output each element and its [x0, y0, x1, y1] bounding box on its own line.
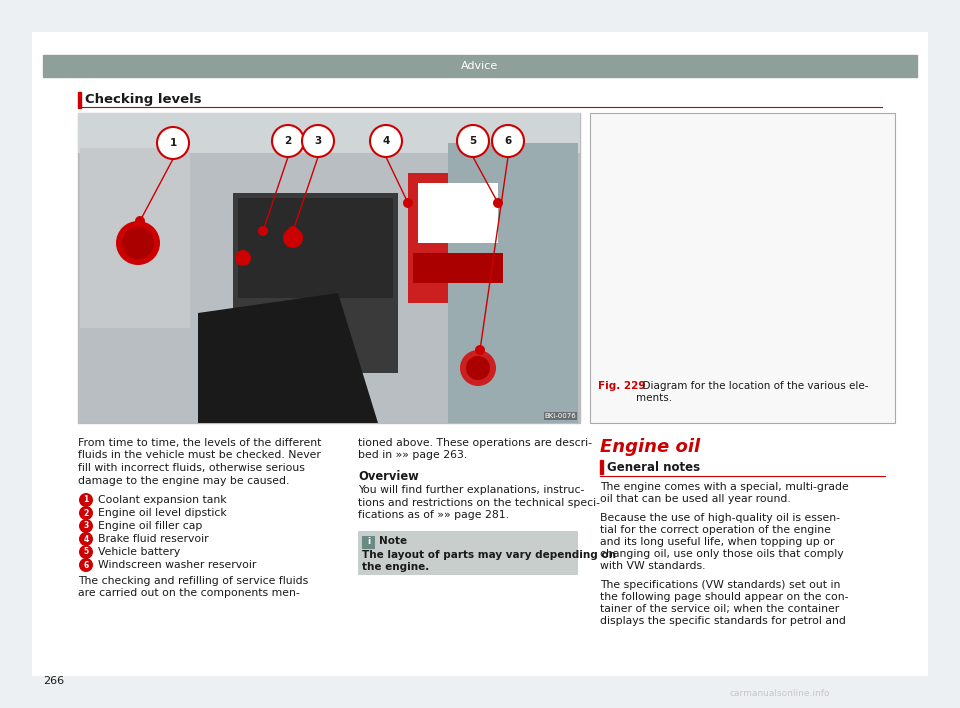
Text: Vehicle battery: Vehicle battery — [98, 547, 180, 557]
Text: Because the use of high-quality oil is essen-: Because the use of high-quality oil is e… — [600, 513, 840, 523]
Text: 2: 2 — [284, 136, 292, 146]
Text: 2: 2 — [84, 508, 88, 518]
Circle shape — [122, 227, 154, 259]
Text: carmanualsonline.info: carmanualsonline.info — [730, 690, 830, 699]
Circle shape — [493, 198, 503, 208]
Circle shape — [403, 198, 413, 208]
Text: From time to time, the levels of the different: From time to time, the levels of the dif… — [78, 438, 322, 448]
Circle shape — [79, 545, 93, 559]
Text: The specifications (VW standards) set out in: The specifications (VW standards) set ou… — [600, 580, 840, 590]
Text: oil that can be used all year round.: oil that can be used all year round. — [600, 494, 791, 504]
Circle shape — [370, 125, 402, 157]
Text: Engine oil filler cap: Engine oil filler cap — [98, 521, 203, 531]
Polygon shape — [198, 293, 378, 423]
Bar — [358, 530, 578, 574]
Text: BKI-0076: BKI-0076 — [544, 413, 576, 419]
Circle shape — [79, 493, 93, 507]
Circle shape — [116, 221, 160, 265]
Bar — [238, 198, 393, 298]
Text: 266: 266 — [43, 676, 64, 686]
Bar — [80, 148, 190, 328]
Circle shape — [302, 125, 334, 157]
Text: the engine.: the engine. — [362, 561, 429, 571]
Circle shape — [288, 226, 298, 236]
Circle shape — [79, 506, 93, 520]
Bar — [448, 143, 578, 423]
Circle shape — [460, 350, 496, 386]
Text: Overview: Overview — [358, 470, 419, 483]
Bar — [408, 173, 538, 303]
Text: Brake fluid reservoir: Brake fluid reservoir — [98, 534, 208, 544]
Text: are carried out on the components men-: are carried out on the components men- — [78, 588, 300, 598]
Circle shape — [492, 125, 524, 157]
Text: Note: Note — [379, 535, 407, 545]
Text: 3: 3 — [314, 136, 322, 146]
Text: 6: 6 — [504, 136, 512, 146]
Circle shape — [272, 125, 304, 157]
Text: General notes: General notes — [607, 461, 700, 474]
Polygon shape — [78, 113, 580, 153]
Bar — [362, 535, 375, 549]
Circle shape — [457, 125, 489, 157]
Text: 4: 4 — [382, 136, 390, 146]
Circle shape — [157, 127, 189, 159]
Bar — [600, 460, 603, 474]
Text: 4: 4 — [84, 535, 88, 544]
Text: Fig. 229: Fig. 229 — [598, 381, 645, 391]
Text: 3: 3 — [84, 522, 88, 530]
Bar — [418, 183, 498, 243]
Text: displays the specific standards for petrol and: displays the specific standards for petr… — [600, 616, 846, 626]
Text: You will find further explanations, instruc-: You will find further explanations, inst… — [358, 485, 585, 495]
Circle shape — [135, 216, 145, 226]
Text: Diagram for the location of the various ele-
ments.: Diagram for the location of the various … — [636, 381, 869, 403]
Circle shape — [466, 356, 490, 380]
Text: with VW standards.: with VW standards. — [600, 561, 706, 571]
Circle shape — [475, 345, 485, 355]
Text: bed in »» page 263.: bed in »» page 263. — [358, 450, 468, 460]
Circle shape — [235, 250, 251, 266]
Text: i: i — [367, 537, 370, 547]
Text: fill with incorrect fluids, otherwise serious: fill with incorrect fluids, otherwise se… — [78, 463, 305, 473]
Text: The engine comes with a special, multi-grade: The engine comes with a special, multi-g… — [600, 482, 849, 492]
Bar — [78, 113, 580, 423]
Text: changing oil, use only those oils that comply: changing oil, use only those oils that c… — [600, 549, 844, 559]
Text: The layout of parts may vary depending on: The layout of parts may vary depending o… — [362, 551, 616, 561]
Text: 1: 1 — [84, 496, 88, 505]
Text: the following page should appear on the con-: the following page should appear on the … — [600, 592, 849, 602]
Text: Windscreen washer reservoir: Windscreen washer reservoir — [98, 560, 256, 570]
Circle shape — [79, 532, 93, 546]
Bar — [590, 113, 895, 423]
Text: fications as of »» page 281.: fications as of »» page 281. — [358, 510, 509, 520]
Circle shape — [258, 226, 268, 236]
Bar — [413, 253, 503, 283]
Text: Engine oil level dipstick: Engine oil level dipstick — [98, 508, 227, 518]
Circle shape — [79, 558, 93, 572]
Text: fluids in the vehicle must be checked. Never: fluids in the vehicle must be checked. N… — [78, 450, 321, 460]
Text: damage to the engine may be caused.: damage to the engine may be caused. — [78, 476, 289, 486]
Circle shape — [283, 228, 303, 248]
Text: tial for the correct operation of the engine: tial for the correct operation of the en… — [600, 525, 830, 535]
Text: Coolant expansion tank: Coolant expansion tank — [98, 495, 227, 505]
Text: Engine oil: Engine oil — [600, 438, 700, 456]
Bar — [78, 92, 81, 108]
Text: tioned above. These operations are descri-: tioned above. These operations are descr… — [358, 438, 592, 448]
Text: Checking levels: Checking levels — [85, 93, 202, 106]
Text: tions and restrictions on the technical speci-: tions and restrictions on the technical … — [358, 498, 600, 508]
Circle shape — [79, 519, 93, 533]
Text: 6: 6 — [84, 561, 88, 569]
Text: 5: 5 — [469, 136, 476, 146]
Text: 5: 5 — [84, 547, 88, 556]
Bar — [43, 55, 917, 77]
Text: Advice: Advice — [462, 61, 498, 71]
Text: The checking and refilling of service fluids: The checking and refilling of service fl… — [78, 576, 308, 586]
Text: tainer of the service oil; when the container: tainer of the service oil; when the cont… — [600, 604, 839, 614]
Text: 1: 1 — [169, 138, 177, 148]
Bar — [233, 193, 398, 373]
Text: and its long useful life, when topping up or: and its long useful life, when topping u… — [600, 537, 834, 547]
